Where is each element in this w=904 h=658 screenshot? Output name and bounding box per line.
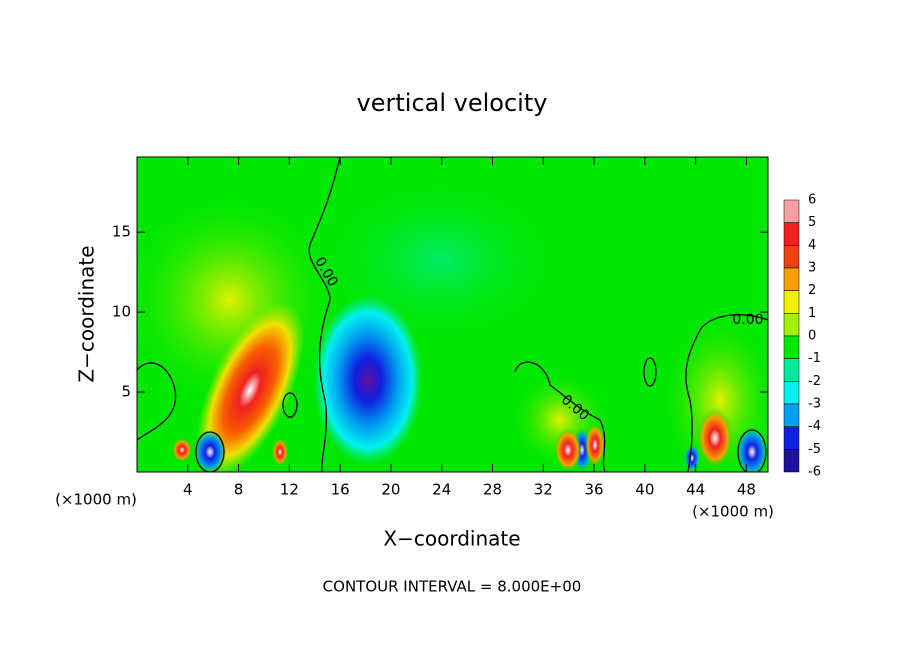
y-unit: (×1000 m) [55,491,137,509]
colorbar-label: -3 [808,397,821,412]
colorbar-label: 5 [808,215,816,230]
colorbar-segment [783,403,800,427]
colorbar-label: -1 [808,351,821,366]
colorbar-label: -6 [808,465,821,480]
colorbar-segment [783,449,800,473]
y-tick-label: 10 [112,303,131,321]
colorbar-label: 0 [808,329,816,344]
colorbar-segment [783,199,800,223]
colorbar-segment [783,267,800,291]
x-tick-label: 24 [432,481,451,499]
colorbar-label: -5 [808,442,821,457]
colorbar-label: 4 [808,238,816,253]
x-tick-label: 32 [534,481,553,499]
x-tick-label: 20 [381,481,400,499]
colorbar-label: 2 [808,283,816,298]
colorbar-label: -4 [808,419,821,434]
colorbar-segment [783,313,800,337]
x-tick-label: 40 [635,481,654,499]
colorbar-label: 6 [808,193,816,208]
colorbar-segment [783,222,800,246]
colorbar-segment [783,381,800,405]
y-tick-label: 15 [112,223,131,241]
colorbar-segment [783,358,800,382]
colorbar-label: 1 [808,306,816,321]
colorbar-segment [783,245,800,269]
colorbar-segment [783,335,800,359]
colorbar-segment [783,426,800,450]
y-tick-label: 5 [121,383,131,401]
x-tick-label: 8 [234,481,244,499]
colorbar-label: -2 [808,374,821,389]
x-tick-label: 48 [737,481,756,499]
colorbar-label: 3 [808,261,816,276]
x-tick-label: 36 [585,481,604,499]
field [137,157,768,472]
x-tick-label: 28 [483,481,502,499]
x-tick-label: 12 [280,481,299,499]
x-tick-label: 4 [183,481,193,499]
y-axis-label: Z−coordinate [75,245,99,382]
plot-frame [136,156,769,473]
x-tick-label: 44 [686,481,705,499]
x-unit: (×1000 m) [692,503,774,521]
contour-label: 0.00 [732,312,763,328]
colorbar-segment [783,290,800,314]
x-tick-label: 16 [331,481,350,499]
chart-title: vertical velocity [357,89,548,117]
x-axis-label: X−coordinate [383,527,520,551]
footer: CONTOUR INTERVAL = 8.000E+00 [323,578,582,596]
